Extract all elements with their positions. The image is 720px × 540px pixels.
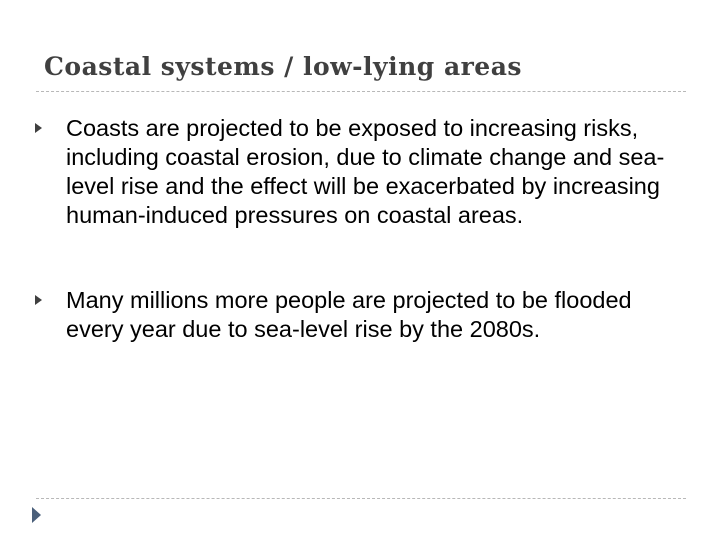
triangle-bullet-icon bbox=[35, 295, 42, 305]
slide-title: Coastal systems / low-lying areas bbox=[44, 52, 522, 81]
triangle-bullet-icon bbox=[35, 123, 42, 133]
bullet-text: Many millions more people are projected … bbox=[66, 287, 632, 342]
bullet-text: Coasts are projected to be exposed to in… bbox=[66, 115, 665, 228]
bullet-item: Coasts are projected to be exposed to in… bbox=[32, 114, 692, 230]
bullet-item: Many millions more people are projected … bbox=[32, 286, 692, 344]
footer-divider bbox=[36, 498, 686, 499]
title-divider bbox=[36, 91, 686, 92]
bullet-list: Coasts are projected to be exposed to in… bbox=[32, 114, 692, 344]
next-slide-icon[interactable] bbox=[32, 507, 41, 523]
